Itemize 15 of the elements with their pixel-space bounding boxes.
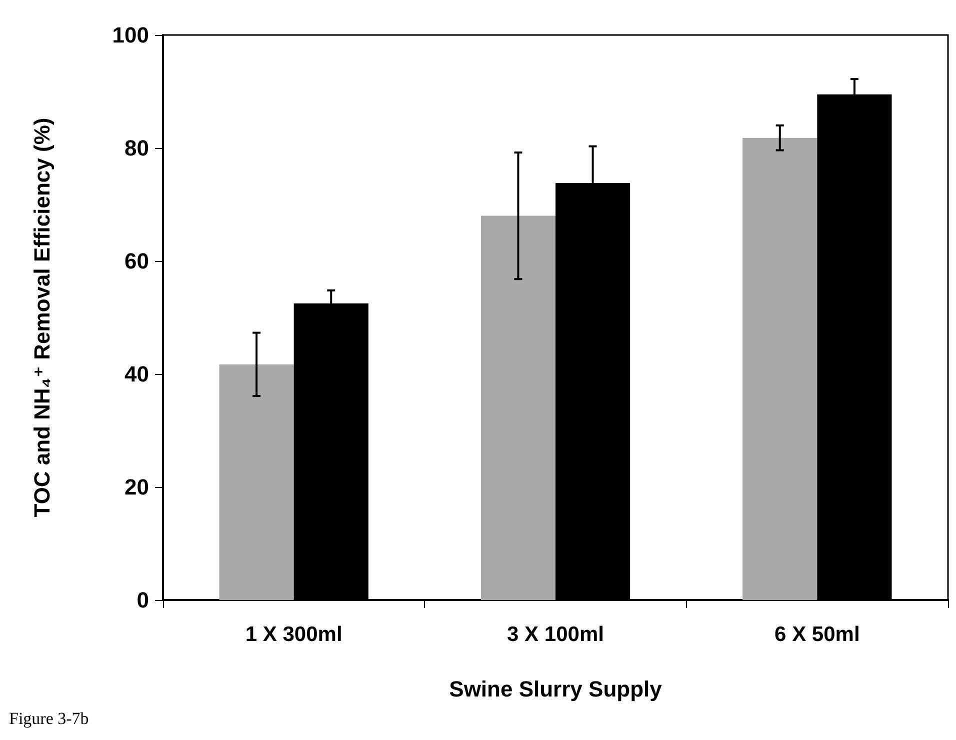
x-axis-title: Swine Slurry Supply bbox=[449, 676, 663, 702]
y-tick-label: 40 bbox=[124, 362, 149, 386]
y-axis-title: TOC and NH₄⁺ Removal Efficiency (%) bbox=[30, 118, 54, 518]
y-tick-label: 60 bbox=[124, 248, 149, 274]
y-tick-label: 80 bbox=[124, 136, 149, 160]
bar bbox=[480, 216, 556, 600]
bar bbox=[742, 138, 818, 600]
x-tick-label: 1 X 300ml bbox=[245, 623, 342, 646]
caption: Figure 3-7b bbox=[9, 709, 89, 728]
x-tick-label: 6 X 50ml bbox=[774, 623, 860, 646]
bar bbox=[219, 364, 294, 600]
x-tick-label: 3 X 100ml bbox=[507, 623, 604, 646]
y-tick-label: 100 bbox=[112, 22, 149, 48]
y-tick-label: 0 bbox=[136, 588, 149, 612]
y-tick-label: 20 bbox=[124, 474, 149, 500]
